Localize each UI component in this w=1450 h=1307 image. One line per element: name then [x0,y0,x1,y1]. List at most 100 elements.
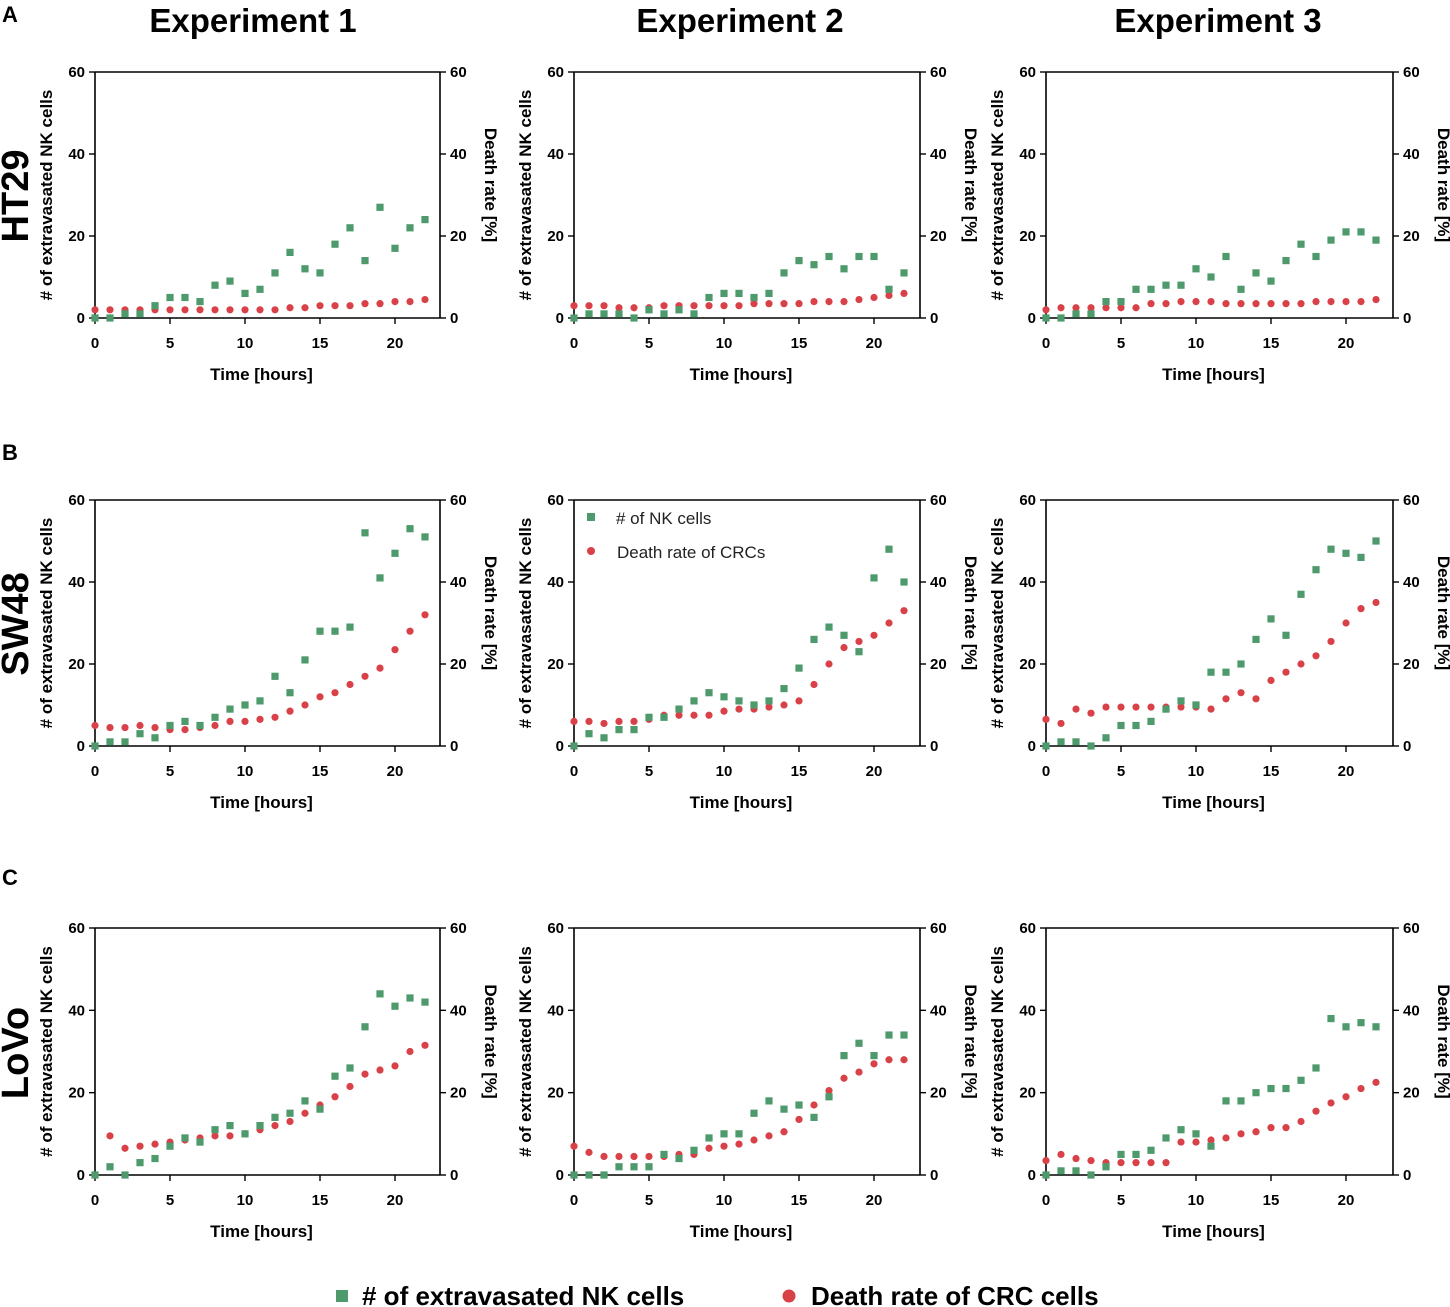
nk-cells-point [840,1052,848,1060]
nk-cells-point [1237,660,1245,668]
inset-legend: # of NK cells Death rate of CRCs [587,509,765,562]
nk-cells-point [406,525,414,533]
nk-cells-point [346,224,354,232]
death-rate-point [316,302,324,310]
x-tick-label: 0 [1042,335,1050,352]
nk-cells-point [121,310,129,318]
death-rate-point [885,619,893,627]
nk-cells-point [1372,537,1380,545]
nk-cells-point [301,656,309,664]
nk-cells-point [361,1023,369,1031]
nk-cells-point [376,574,384,582]
y-tick-label: 40 [547,574,564,591]
nk-cells-point [600,1171,608,1179]
death-rate-point [870,631,878,639]
nk-cells-point [1372,236,1380,244]
y-axis-title: # of extravasated NK cells [516,518,535,729]
death-rate-point [286,707,294,715]
nk-cells-point [1177,1126,1185,1134]
x-tick-label: 20 [1338,1192,1355,1209]
death-rate-point [376,664,384,672]
nk-cells-point [570,314,578,322]
y-axis-title: # of extravasated NK cells [37,518,56,729]
death-rate-point [181,306,189,314]
nk-cells-point [226,277,234,285]
nk-cells-point [1207,1142,1215,1150]
death-rate-point [1042,306,1050,314]
x-tick-label: 15 [312,1192,329,1209]
inset-legend-nk-label: # of NK cells [616,509,711,528]
nk-cells-point [1237,285,1245,293]
x-tick-label: 20 [387,1192,404,1209]
nk-cells-point [1357,1019,1365,1027]
death-rate-point [1312,1107,1320,1115]
nk-cells-point [750,1109,758,1117]
death-rate-point [136,721,144,730]
death-rate-point [720,1142,728,1150]
y-tick-label: 60 [68,920,85,937]
y-axis-title: # of extravasated NK cells [988,946,1007,1157]
nk-cells-point [1147,717,1155,725]
nk-cells-point [795,664,803,672]
x-axis-title: Time [hours] [1162,1222,1265,1241]
y2-tick-label: 60 [450,920,467,937]
y2-tick-label: 40 [450,146,467,163]
death-rate-point [1297,1117,1305,1126]
death-rate-point [106,1132,114,1140]
x-axis-title: Time [hours] [210,793,313,812]
x-tick-label: 0 [1042,1192,1050,1209]
y2-tick-label: 40 [450,574,467,591]
nk-cells-point [301,1097,309,1105]
death-rate-point [1282,300,1290,308]
nk-cells-point [361,257,369,265]
y-tick-label: 40 [68,146,85,163]
nk-cells-point [1357,553,1365,561]
death-rate-point [106,306,114,314]
death-rate-point [810,1101,818,1109]
nk-cells-point [1327,545,1335,553]
y-tick-label: 60 [547,492,564,509]
death-rate-point [900,607,908,615]
nk-cells-point [376,203,384,211]
nk-cells-point [1057,314,1065,322]
nk-cells-point [211,1126,219,1134]
x-tick-label: 10 [716,335,733,352]
x-tick-label: 20 [387,335,404,352]
death-rate-point [585,302,593,310]
figure-legend: # of extravasated NK cells Death rate of… [336,1281,1099,1307]
death-rate-point [585,1148,593,1156]
y-tick-label: 40 [1019,574,1036,591]
nk-cells-point [660,1150,668,1159]
nk-cells-point [585,1171,593,1179]
y2-tick-label: 0 [930,1167,938,1184]
nk-cells-point [795,1101,803,1109]
x-axis-title: Time [hours] [210,1222,313,1241]
death-rate-point [1192,298,1200,306]
nk-cells-point [241,1130,249,1138]
death-rate-point [615,1152,623,1161]
y-tick-label: 0 [77,310,85,327]
nk-cells-point [735,1130,743,1138]
nk-cells-point [346,1064,354,1072]
death-rate-point [735,1140,743,1148]
death-rate-point [1267,676,1275,685]
x-tick-label: 0 [91,335,99,352]
death-rate-point [1087,709,1095,717]
inset-legend-death-marker [587,547,595,555]
nk-cells-point [256,697,264,705]
nk-cells-point [1297,590,1305,598]
y-tick-label: 0 [556,1167,564,1184]
x-tick-label: 0 [91,1192,99,1209]
y-tick-label: 60 [547,920,564,937]
x-tick-label: 15 [791,335,808,352]
death-rate-point [151,1140,159,1148]
y-tick-label: 0 [77,738,85,755]
nk-cells-point [1057,738,1065,746]
nk-cells-point [1327,1014,1335,1023]
nk-cells-point [211,281,219,289]
y-tick-label: 0 [556,738,564,755]
nk-cells-point [241,289,249,297]
death-rate-point [1147,703,1155,711]
y-tick-label: 40 [68,1002,85,1019]
